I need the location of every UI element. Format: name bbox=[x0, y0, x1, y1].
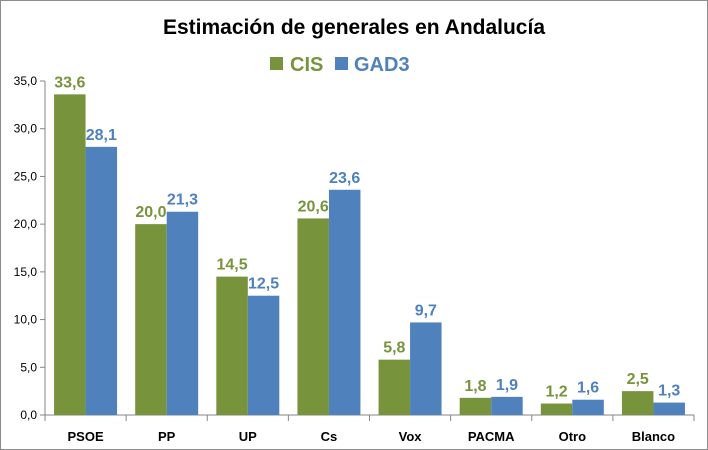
bar-gad3-psoe bbox=[85, 146, 118, 416]
axes: 0,0 5,0 10,0 15,0 20,0 25,0 30,0 35,0 PSOE PP UP Cs… bbox=[14, 74, 695, 444]
x-tick-label-psoe: PSOE bbox=[68, 429, 104, 444]
y-tick-label: 10,0 bbox=[14, 313, 38, 327]
y-tick-label: 5,0 bbox=[20, 360, 37, 374]
legend-swatch-gad3 bbox=[335, 57, 348, 70]
legend-label-gad3: GAD3 bbox=[354, 54, 410, 76]
data-label-cis-psoe: 33,6 bbox=[54, 74, 85, 91]
x-tick-label-up: UP bbox=[239, 429, 257, 444]
x-tick-label-otro: Otro bbox=[559, 429, 587, 444]
y-tick-label: 20,0 bbox=[14, 217, 38, 231]
x-tick-label-vox: Vox bbox=[399, 429, 423, 444]
data-label-cis-otro: 1,2 bbox=[545, 384, 567, 401]
data-label-cis-pacma: 1,8 bbox=[464, 378, 486, 395]
x-tick-label-blanco: Blanco bbox=[632, 429, 675, 444]
bar-gad3-up bbox=[247, 295, 280, 415]
data-label-gad3-otro: 1,6 bbox=[577, 380, 599, 397]
y-tick-label: 25,0 bbox=[14, 169, 38, 183]
legend-swatch-cis bbox=[270, 57, 283, 70]
bars bbox=[54, 94, 685, 416]
bar-gad3-cs bbox=[328, 189, 361, 415]
x-tick-label-cs: Cs bbox=[321, 429, 338, 444]
data-label-gad3-up: 12,5 bbox=[248, 276, 279, 293]
bar-gad3-blanco bbox=[653, 402, 685, 415]
y-tick-label: 0,0 bbox=[20, 408, 37, 422]
y-tick-label: 15,0 bbox=[14, 265, 38, 279]
data-label-gad3-psoe: 28,1 bbox=[86, 127, 117, 144]
data-label-cis-cs: 20,6 bbox=[298, 198, 329, 215]
bar-gad3-pp bbox=[166, 211, 199, 415]
x-tick-label-pp: PP bbox=[158, 429, 176, 444]
bar-cis-cs bbox=[297, 218, 329, 415]
data-label-cis-blanco: 2,5 bbox=[627, 371, 649, 388]
bar-gad3-pacma bbox=[491, 396, 523, 415]
y-tick-label: 30,0 bbox=[14, 122, 38, 136]
legend-label-cis: CIS bbox=[290, 54, 323, 76]
bar-cis-psoe bbox=[54, 94, 86, 416]
data-label-cis-pp: 20,0 bbox=[135, 204, 166, 221]
data-label-gad3-blanco: 1,3 bbox=[658, 383, 680, 400]
y-tick-label: 35,0 bbox=[14, 74, 38, 88]
data-label-gad3-pp: 21,3 bbox=[167, 192, 198, 209]
bar-cis-pacma bbox=[459, 397, 492, 415]
data-label-cis-up: 14,5 bbox=[216, 257, 247, 274]
data-label-gad3-pacma: 1,9 bbox=[496, 377, 518, 394]
bar-cis-up bbox=[216, 276, 248, 415]
bar-gad3-otro bbox=[572, 399, 604, 415]
x-tick-label-pacma: PACMA bbox=[468, 429, 515, 444]
bar-cis-otro bbox=[540, 403, 573, 415]
data-label-gad3-cs: 23,6 bbox=[329, 170, 360, 187]
chart-title: Estimación de generales en Andalucía bbox=[163, 16, 545, 39]
bar-cis-vox bbox=[378, 359, 411, 415]
legend: CIS GAD3 bbox=[270, 54, 410, 76]
bar-gad3-vox bbox=[410, 322, 442, 415]
bar-cis-pp bbox=[135, 224, 167, 415]
bar-cis-blanco bbox=[621, 391, 654, 415]
data-label-cis-vox: 5,8 bbox=[383, 340, 405, 357]
data-label-gad3-vox: 9,7 bbox=[415, 302, 437, 319]
data-labels: 33,6 20,0 14,5 20,6 5,8 1,8 1,2 2,5 28,1 21,3 12,5… bbox=[54, 74, 680, 400]
